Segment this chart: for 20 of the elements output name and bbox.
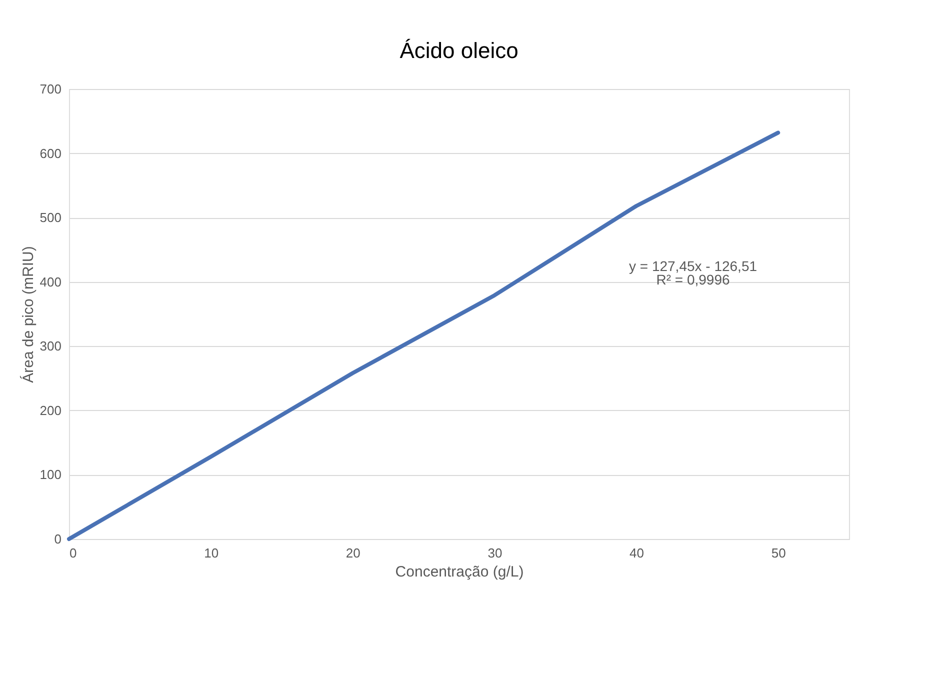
y-tick-label: 400: [40, 274, 62, 290]
x-axis-title: Concentração (g/L): [395, 564, 524, 580]
x-tick-label: 0: [70, 546, 77, 560]
y-tick-label: 700: [40, 82, 62, 96]
x-tick-label: 30: [488, 546, 502, 560]
y-tick-label: 100: [40, 467, 62, 482]
x-tick-label: 50: [771, 546, 786, 560]
y-tick-label: 300: [40, 338, 62, 354]
y-tick-label: 0: [54, 532, 62, 546]
annotation: y = 127,45x - 126,51: [628, 258, 758, 274]
x-tick-label: 40: [630, 546, 644, 560]
y-tick-label: 200: [40, 402, 62, 418]
y-tick-label: 600: [40, 146, 62, 161]
y-axis-title: Área de pico (mRIU): [18, 246, 37, 383]
x-tick-label: 20: [346, 546, 360, 560]
line-series: [67, 130, 780, 541]
chart-title: Ácido oleico: [400, 38, 518, 63]
x-tick-label: 10: [204, 546, 219, 560]
y-tick-label: 500: [40, 210, 62, 226]
annotation: R² = 0,9996: [656, 271, 730, 288]
